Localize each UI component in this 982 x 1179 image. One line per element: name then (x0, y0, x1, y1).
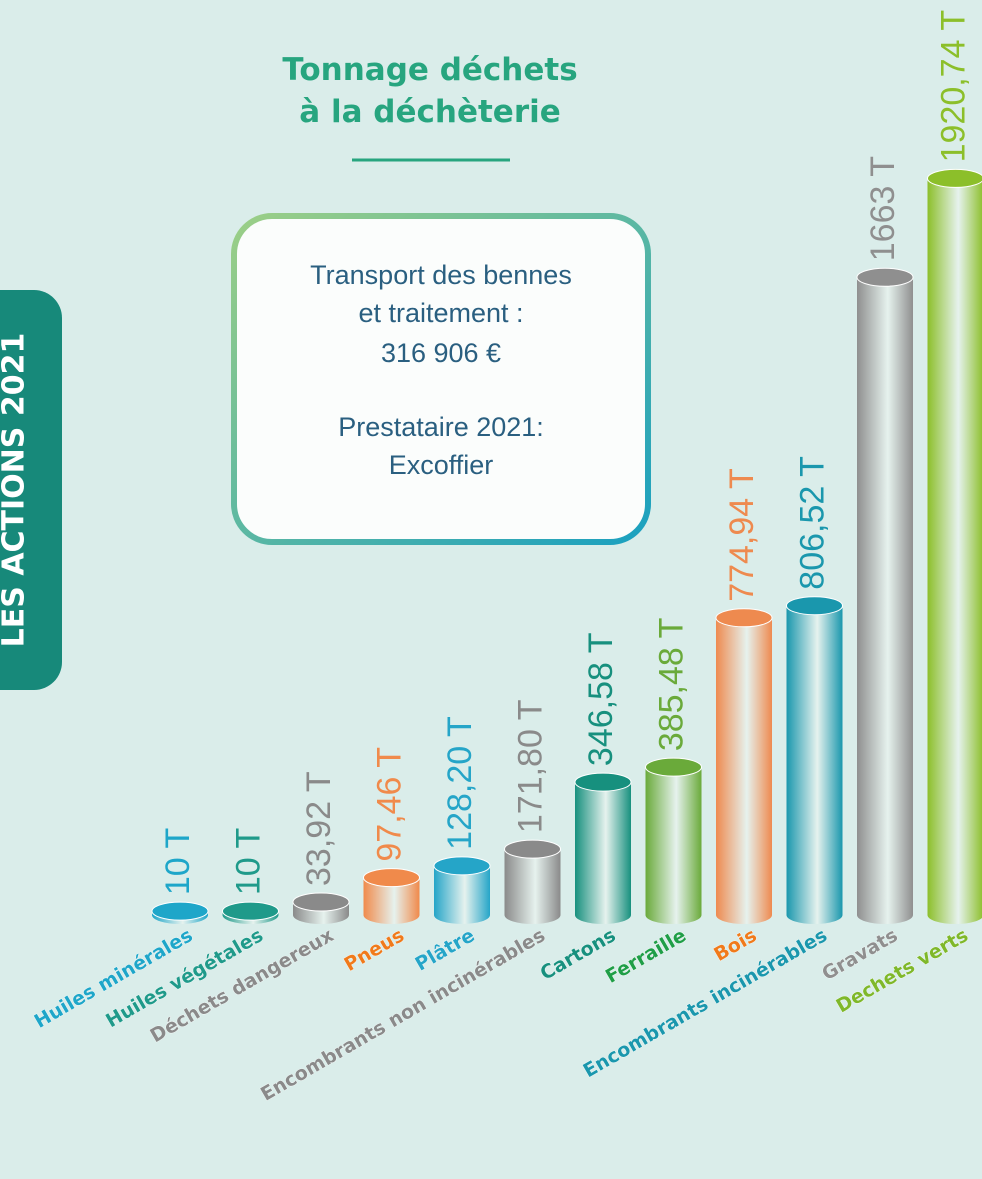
bar-top (504, 839, 561, 859)
note-line: Transport des bennes (310, 260, 572, 290)
value-label: 1663 T (864, 156, 902, 261)
bar-top (151, 901, 209, 921)
bar (363, 877, 420, 924)
value-label: 346,58 T (582, 632, 620, 766)
bar-top (574, 772, 632, 792)
value-label: 806,52 T (793, 456, 831, 590)
note: Transport des bennes et traitement : 316… (310, 260, 572, 480)
note-line: Excoffier (389, 450, 494, 480)
bar (786, 605, 843, 924)
note-line: Prestataire 2021: (338, 412, 544, 442)
side-tab-label: LES ACTIONS 2021 (0, 333, 32, 648)
value-label: 10 T (229, 828, 267, 895)
title: Tonnage déchets (282, 52, 577, 88)
value-label: 97,46 T (370, 747, 408, 862)
bar-top (292, 892, 350, 912)
value-label: 385,48 T (652, 618, 690, 752)
bar-top (786, 596, 843, 616)
bar-top (645, 757, 702, 777)
bar-top (222, 901, 279, 921)
side-tab (0, 290, 62, 690)
bar-top (433, 856, 491, 876)
bar (434, 865, 490, 924)
bar (575, 782, 631, 924)
bar-top (363, 868, 420, 888)
bar (857, 277, 913, 924)
value-label: 774,94 T (723, 468, 761, 602)
note-line: 316 906 € (381, 338, 501, 368)
value-label: 128,20 T (441, 716, 479, 850)
bar (645, 767, 702, 924)
bar-top (927, 168, 982, 188)
title: à la déchèterie (299, 94, 561, 130)
value-label: 10 T (159, 828, 197, 895)
value-label: 1920,74 T (934, 10, 972, 163)
value-label: 171,80 T (511, 700, 549, 834)
note-box (231, 213, 651, 545)
value-label: 33,92 T (300, 771, 338, 886)
bar-top (856, 267, 914, 287)
bar (504, 849, 561, 924)
bar (927, 178, 982, 924)
bar-top (715, 608, 773, 628)
bar (716, 617, 772, 924)
note-line: et traitement : (358, 298, 523, 328)
